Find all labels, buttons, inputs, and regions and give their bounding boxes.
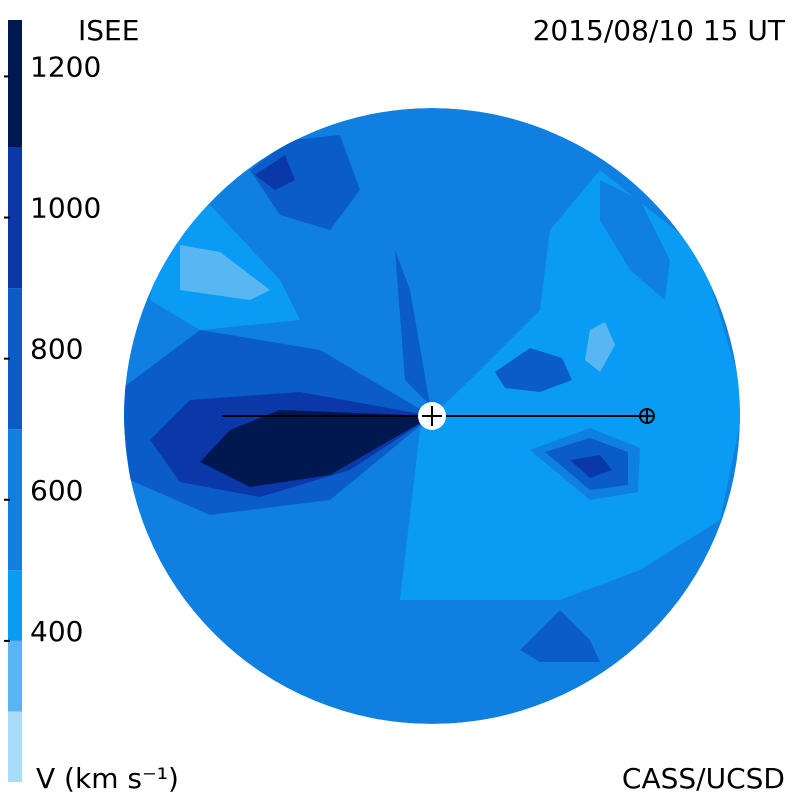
contour (495, 348, 572, 392)
title: ISEE (78, 14, 139, 47)
colorbar: 400 600 800 1000 1200 (4, 20, 101, 782)
subtitle: 2015/08/10 15 UT (533, 14, 786, 47)
contour (600, 180, 670, 300)
colorbar-band (8, 288, 22, 430)
earth-marker (640, 409, 654, 423)
colorbar-tick-label: 400 (30, 615, 83, 648)
colorbar-tick-label: 1000 (30, 192, 101, 225)
contour (585, 322, 615, 372)
colorbar-band (8, 711, 22, 782)
colorbar-label: V (km s⁻¹) (36, 762, 179, 795)
contour (570, 455, 612, 478)
colorbar-band (8, 640, 22, 712)
contour (520, 610, 600, 662)
colorbar-tick-label: 600 (30, 474, 83, 507)
colorbar-band (8, 429, 22, 571)
contour (255, 155, 295, 190)
sun-marker (422, 406, 442, 426)
contour (250, 135, 360, 230)
contour (395, 250, 430, 405)
colorbar-tick-label: 800 (30, 333, 83, 366)
colorbar-band (8, 147, 22, 289)
colorbar-band (8, 20, 22, 147)
contour (180, 245, 270, 300)
credit: CASS/UCSD (622, 762, 785, 795)
colorbar-tick-label: 1200 (30, 50, 101, 83)
colorbar-band (8, 570, 22, 641)
contour (200, 410, 432, 487)
